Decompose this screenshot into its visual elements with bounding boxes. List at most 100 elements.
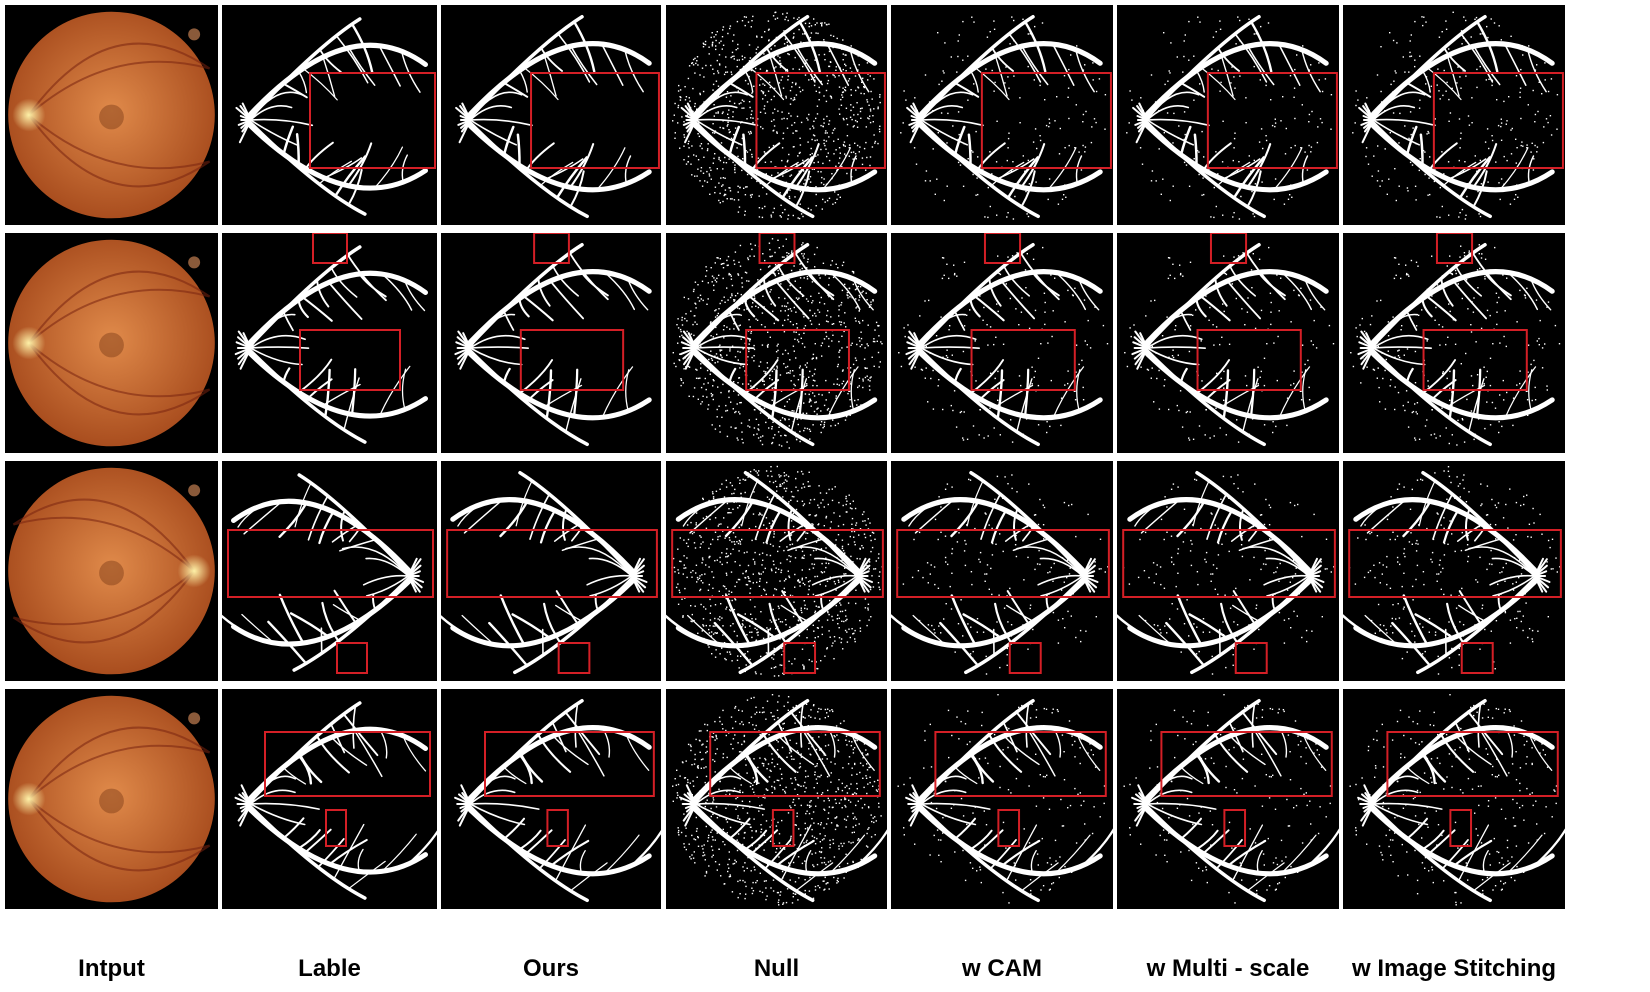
fundus-image: [5, 461, 218, 681]
segmentation-map: [1117, 233, 1339, 453]
highlight-box: [1435, 233, 1474, 264]
segmentation-map: [666, 689, 887, 909]
noise-speckle: [896, 474, 1109, 675]
vessel-network: [234, 701, 437, 900]
segmentation-map: [1117, 5, 1339, 225]
vessel-network: [441, 471, 648, 675]
retina-vessels: [28, 726, 211, 872]
highlight-box: [755, 72, 886, 169]
highlight-box: [1122, 529, 1336, 598]
segmentation-map: [222, 5, 437, 225]
highlight-box: [227, 529, 434, 598]
highlight-box: [530, 72, 660, 169]
retina-vessels: [28, 42, 211, 188]
lens-notch: [188, 712, 201, 725]
highlight-box: [1386, 731, 1559, 797]
vessel-network: [455, 15, 652, 219]
highlight-box: [1422, 329, 1528, 391]
fundus-image: [5, 5, 218, 225]
noise-speckle: [672, 11, 881, 220]
segmentation-map: [222, 689, 437, 909]
highlight-box: [336, 642, 368, 674]
segmentation-map: [891, 233, 1113, 453]
vessel-network: [1131, 699, 1339, 903]
highlight-box: [312, 233, 348, 264]
highlight-box: [325, 809, 347, 847]
noise-speckle: [900, 16, 1107, 220]
segmentation-map: [1343, 5, 1565, 225]
noise-speckle: [672, 238, 883, 449]
noise-speckle: [1124, 246, 1335, 443]
segmentation-map: [891, 689, 1113, 909]
segmentation-map: [222, 461, 437, 681]
column-caption: w Image Stitching: [1351, 955, 1557, 982]
column-caption: Ours: [522, 955, 579, 982]
vessel-network: [222, 473, 425, 672]
segmentation-map: [1117, 689, 1339, 909]
lens-notch: [188, 28, 201, 41]
highlight-box: [446, 529, 658, 598]
retina-disc: [8, 239, 215, 447]
highlight-box: [671, 529, 884, 598]
highlight-box: [533, 233, 570, 264]
retina-vessels: [28, 270, 211, 416]
optic-disc: [12, 782, 46, 816]
highlight-box: [309, 72, 436, 169]
segmentation-map: [666, 5, 887, 225]
noise-speckle: [672, 694, 882, 906]
noise-speckle: [671, 465, 883, 677]
vessel-network: [906, 15, 1103, 219]
highlight-box: [783, 642, 817, 674]
vessel-network: [454, 699, 661, 903]
macula: [99, 332, 124, 358]
highlight-box: [970, 329, 1076, 391]
highlight-box: [896, 529, 1110, 598]
segmentation-map: [1117, 461, 1339, 681]
vessel-network: [1117, 471, 1325, 675]
column-caption: w Multi - scale: [1146, 955, 1310, 982]
segmentation-map: [1343, 233, 1565, 453]
vessel-network: [234, 245, 428, 444]
column-caption: Lable: [298, 955, 361, 982]
highlight-box: [557, 642, 591, 674]
highlight-box: [980, 72, 1112, 169]
segmentation-map: [891, 461, 1113, 681]
segmentation-map: [441, 689, 661, 909]
segmentation-map: [891, 5, 1113, 225]
highlight-box: [709, 731, 881, 797]
highlight-box: [1160, 731, 1333, 797]
segmentation-map: [441, 461, 661, 681]
segmentation-map: [441, 5, 661, 225]
highlight-box: [997, 809, 1021, 847]
highlight-box: [1206, 72, 1338, 169]
vessel-network: [891, 471, 1099, 675]
lens-notch: [188, 256, 201, 269]
highlight-box: [264, 731, 431, 797]
highlight-box: [1348, 529, 1562, 598]
highlight-box: [934, 731, 1107, 797]
highlight-box: [758, 233, 796, 264]
noise-speckle: [1349, 694, 1558, 906]
highlight-box: [299, 329, 401, 391]
vessel-network: [1357, 699, 1565, 903]
macula: [99, 104, 124, 130]
noise-speckle: [1123, 694, 1332, 904]
noise-speckle: [1126, 16, 1333, 220]
highlight-box: [983, 233, 1022, 264]
highlight-box: [1449, 809, 1473, 847]
vessel-network: [905, 699, 1113, 903]
segmentation-map: [666, 461, 887, 681]
vessel-network: [1343, 471, 1551, 675]
noise-speckle: [897, 694, 1106, 904]
noise-speckle: [1352, 11, 1559, 220]
highlight-box: [1234, 642, 1268, 674]
vessel-network: [905, 243, 1103, 447]
segmentation-map: [222, 233, 437, 453]
vessel-network: [680, 15, 878, 219]
optic-disc: [12, 326, 46, 360]
highlight-box: [1209, 233, 1248, 264]
optic-disc: [12, 98, 46, 132]
fundus-image: [5, 233, 218, 453]
retina-vessels: [12, 498, 195, 644]
